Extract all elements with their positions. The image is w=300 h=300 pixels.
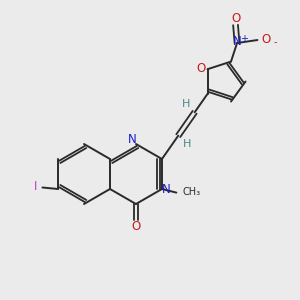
Text: H: H (182, 139, 191, 149)
Text: O: O (131, 220, 141, 233)
Text: N: N (162, 183, 171, 196)
Text: CH₃: CH₃ (183, 187, 201, 197)
Text: O: O (231, 12, 240, 25)
Text: -: - (273, 38, 277, 47)
Text: O: O (261, 33, 271, 46)
Text: N: N (233, 35, 242, 48)
Text: O: O (196, 62, 206, 75)
Text: +: + (240, 34, 248, 44)
Text: I: I (34, 180, 38, 194)
Text: N: N (128, 133, 137, 146)
Text: H: H (182, 99, 190, 109)
